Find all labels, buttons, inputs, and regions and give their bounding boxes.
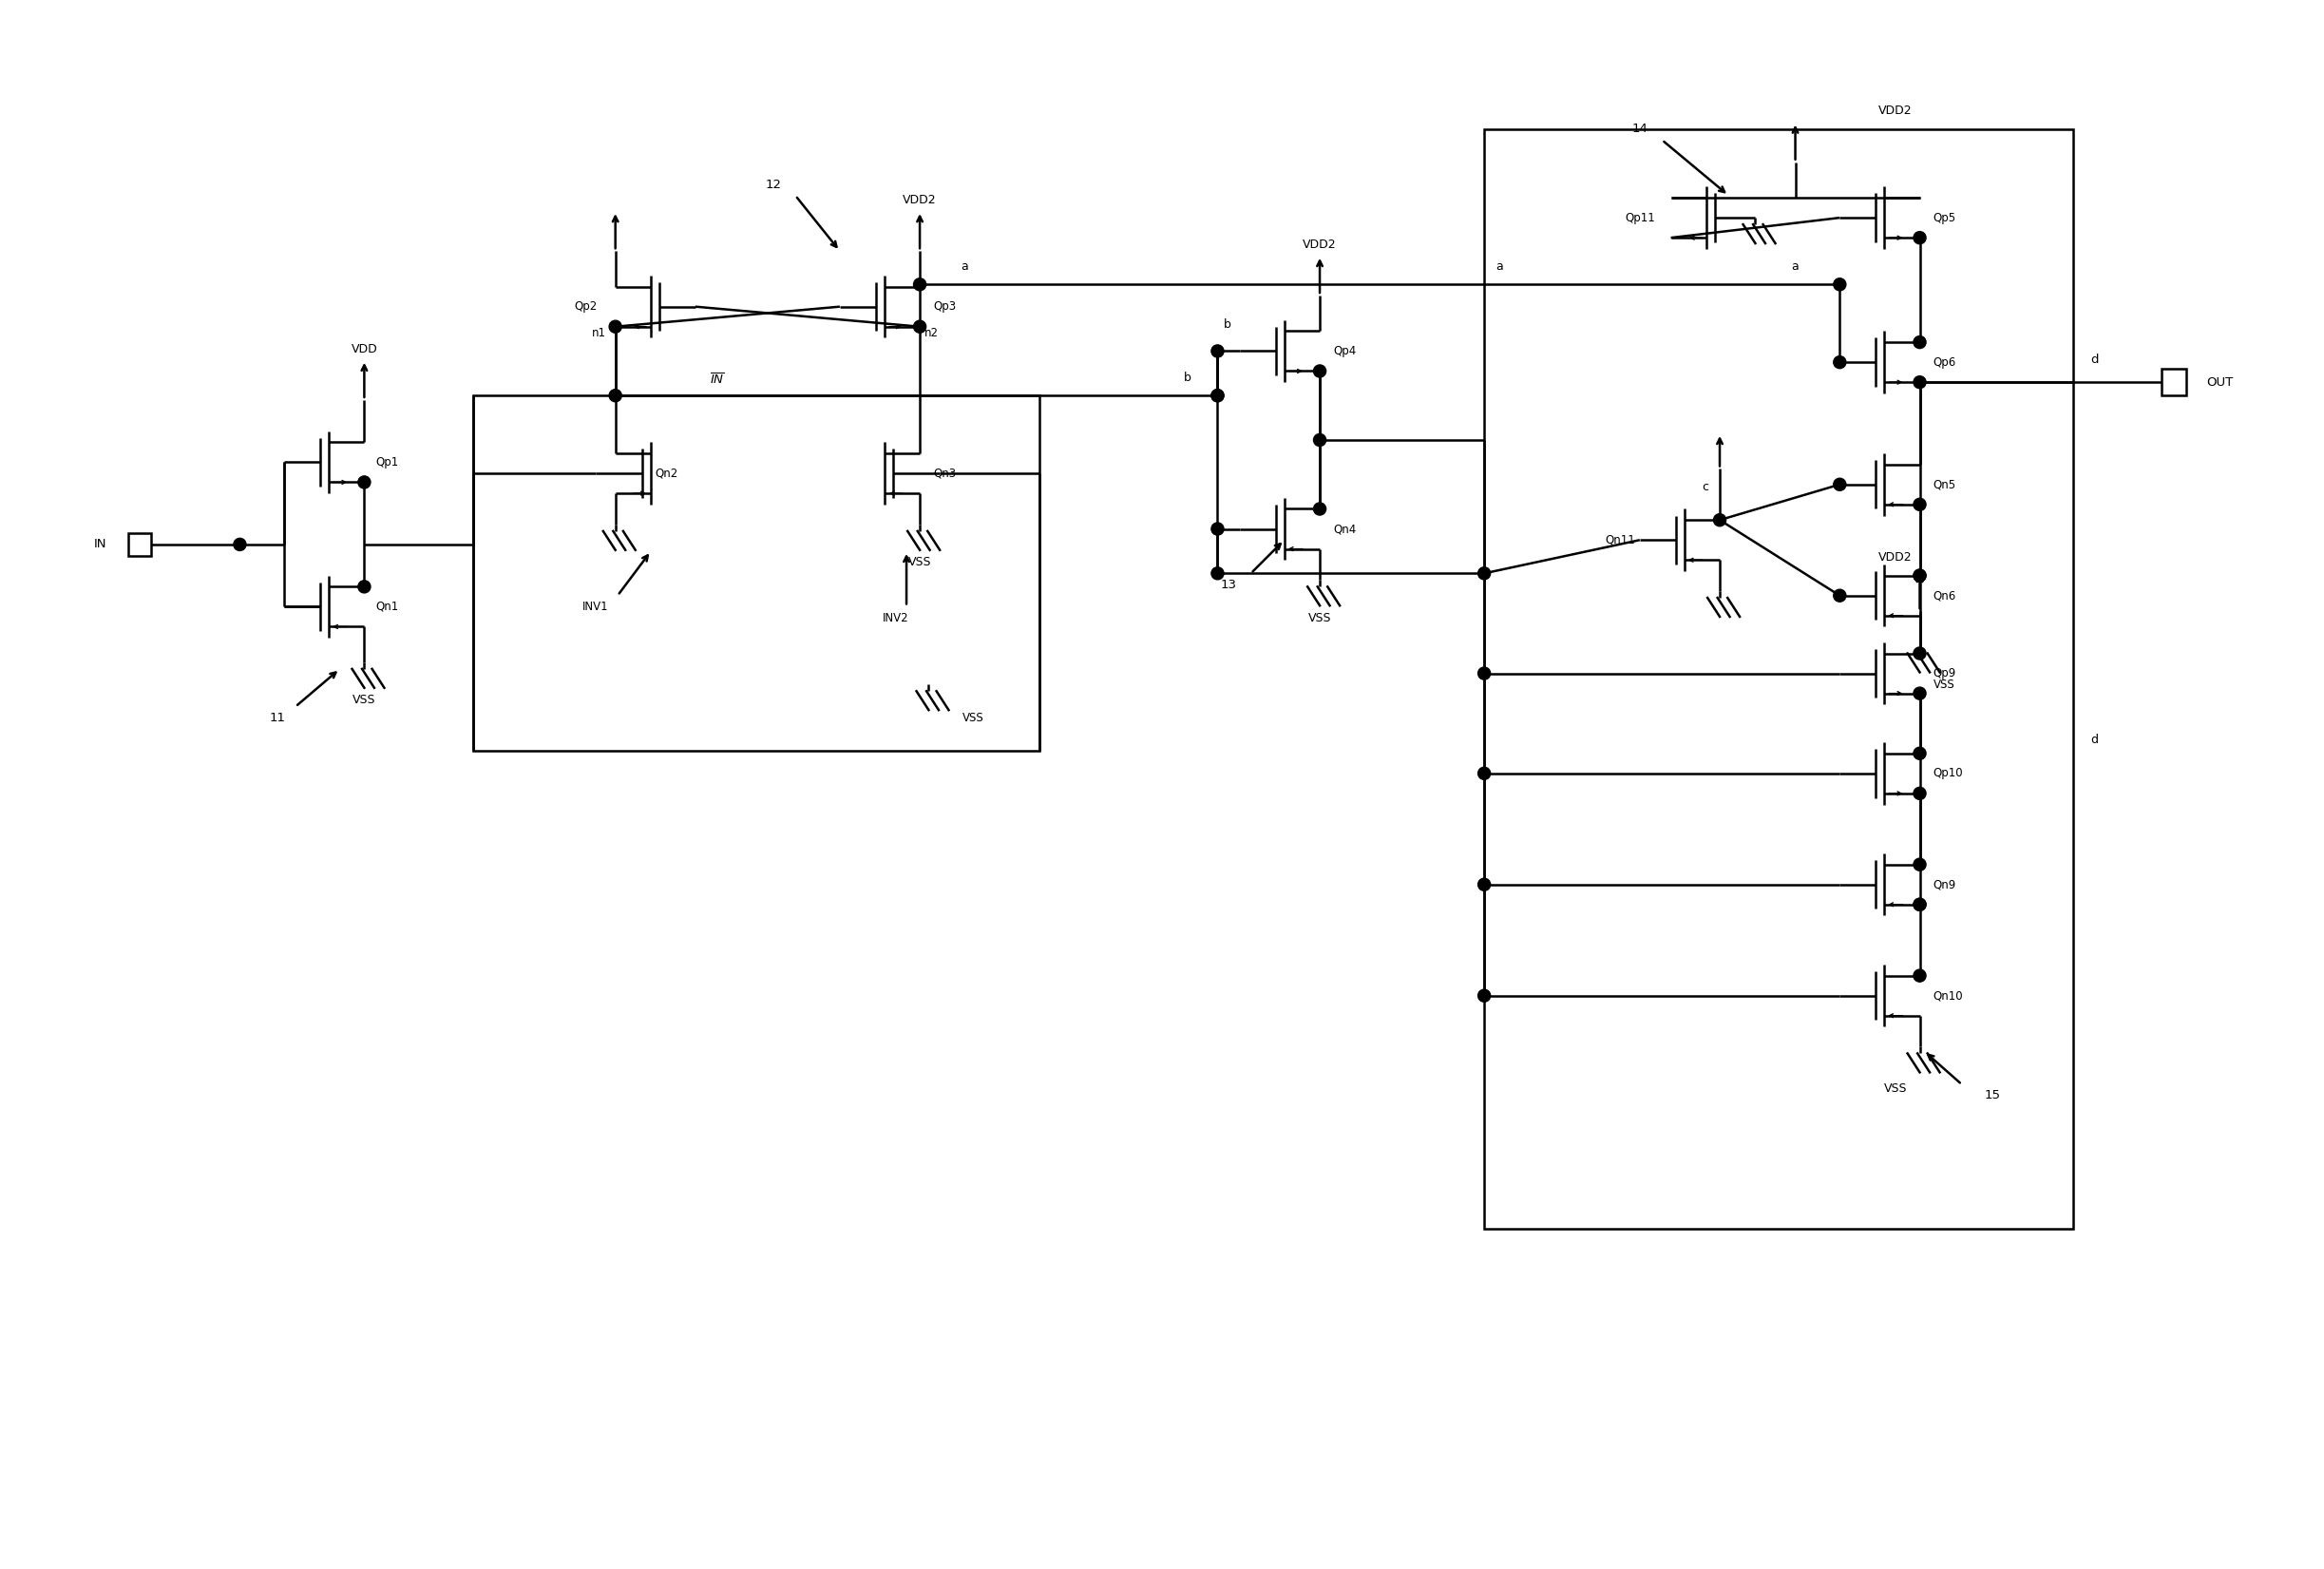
Circle shape: [358, 581, 370, 593]
Circle shape: [1913, 336, 1927, 348]
Text: n2: n2: [925, 328, 939, 339]
Text: Qn1: Qn1: [376, 601, 397, 613]
Text: OUT: OUT: [2205, 377, 2233, 389]
Text: Qp4: Qp4: [1334, 345, 1357, 358]
Bar: [128, 533, 151, 555]
Circle shape: [913, 320, 925, 333]
Circle shape: [1913, 788, 1927, 800]
Bar: [2161, 369, 2187, 395]
Text: VSS: VSS: [1934, 678, 1954, 690]
Circle shape: [1913, 858, 1927, 871]
Circle shape: [1834, 590, 1845, 602]
Circle shape: [1478, 566, 1490, 579]
Text: Qn11: Qn11: [1606, 533, 1636, 546]
Text: VDD2: VDD2: [1304, 238, 1336, 251]
Text: VSS: VSS: [1885, 1083, 1908, 1095]
Text: VDD2: VDD2: [1878, 105, 1913, 118]
Circle shape: [1913, 899, 1927, 910]
Text: Qn6: Qn6: [1934, 590, 1957, 602]
Text: VDD2: VDD2: [902, 195, 937, 206]
Text: Qn9: Qn9: [1934, 879, 1957, 891]
Circle shape: [1913, 499, 1927, 510]
Bar: [1485, 129, 2073, 1229]
Text: d: d: [2092, 734, 2099, 747]
Text: a: a: [960, 260, 967, 273]
Text: Qn3: Qn3: [934, 468, 955, 480]
Text: VSS: VSS: [353, 693, 376, 706]
Text: 11: 11: [270, 712, 286, 723]
Text: Qp5: Qp5: [1934, 212, 1957, 224]
Text: VDD: VDD: [351, 342, 376, 355]
Circle shape: [1211, 522, 1225, 535]
Text: 15: 15: [1985, 1089, 2001, 1101]
Circle shape: [1211, 345, 1225, 358]
Text: VSS: VSS: [909, 555, 932, 568]
Circle shape: [1478, 879, 1490, 891]
Text: Qn4: Qn4: [1334, 522, 1357, 535]
Text: $\overline{IN}$: $\overline{IN}$: [711, 373, 725, 388]
Circle shape: [1913, 232, 1927, 243]
Text: c: c: [1701, 480, 1708, 493]
Text: IN: IN: [93, 538, 107, 551]
Text: Qn5: Qn5: [1934, 479, 1957, 491]
Circle shape: [1313, 502, 1327, 515]
Text: Qp11: Qp11: [1624, 212, 1655, 224]
Circle shape: [1478, 667, 1490, 679]
Text: b: b: [1222, 319, 1232, 331]
Text: Qp1: Qp1: [376, 457, 397, 469]
Text: Qp9: Qp9: [1934, 667, 1957, 679]
Circle shape: [1913, 570, 1927, 582]
Text: a: a: [1494, 260, 1504, 273]
Circle shape: [1478, 767, 1490, 780]
Circle shape: [1211, 566, 1225, 579]
Text: Qp2: Qp2: [574, 301, 597, 312]
Circle shape: [609, 389, 621, 402]
Text: VDD2: VDD2: [1878, 552, 1913, 563]
Text: 14: 14: [1631, 122, 1648, 135]
Circle shape: [1913, 646, 1927, 659]
Circle shape: [1713, 513, 1727, 526]
Circle shape: [913, 278, 925, 290]
Circle shape: [1913, 970, 1927, 982]
Text: VSS: VSS: [962, 712, 983, 723]
Text: Qn10: Qn10: [1934, 990, 1964, 1003]
Circle shape: [1313, 433, 1327, 446]
Circle shape: [1478, 990, 1490, 1003]
Bar: [474, 395, 1039, 752]
Circle shape: [235, 538, 246, 551]
Text: 12: 12: [765, 179, 781, 190]
Text: Qn2: Qn2: [655, 468, 679, 480]
Text: 13: 13: [1220, 579, 1236, 590]
Circle shape: [1211, 389, 1225, 402]
Circle shape: [1913, 747, 1927, 759]
Circle shape: [1913, 687, 1927, 700]
Circle shape: [609, 320, 621, 333]
Text: d: d: [2092, 355, 2099, 366]
Text: Qp6: Qp6: [1934, 356, 1957, 369]
Circle shape: [1834, 479, 1845, 491]
Circle shape: [358, 475, 370, 488]
Circle shape: [1313, 366, 1327, 377]
Text: Qp10: Qp10: [1934, 767, 1964, 780]
Circle shape: [1211, 389, 1225, 402]
Text: a: a: [1792, 260, 1799, 273]
Text: VSS: VSS: [1308, 612, 1332, 624]
Text: n1: n1: [593, 328, 607, 339]
Text: INV1: INV1: [583, 601, 609, 613]
Circle shape: [1913, 377, 1927, 389]
Text: Qp3: Qp3: [934, 301, 955, 312]
Circle shape: [1834, 278, 1845, 290]
Text: INV2: INV2: [883, 612, 909, 624]
Circle shape: [1913, 899, 1927, 910]
Circle shape: [1913, 570, 1927, 582]
Text: b: b: [1183, 372, 1190, 384]
Circle shape: [1834, 356, 1845, 369]
